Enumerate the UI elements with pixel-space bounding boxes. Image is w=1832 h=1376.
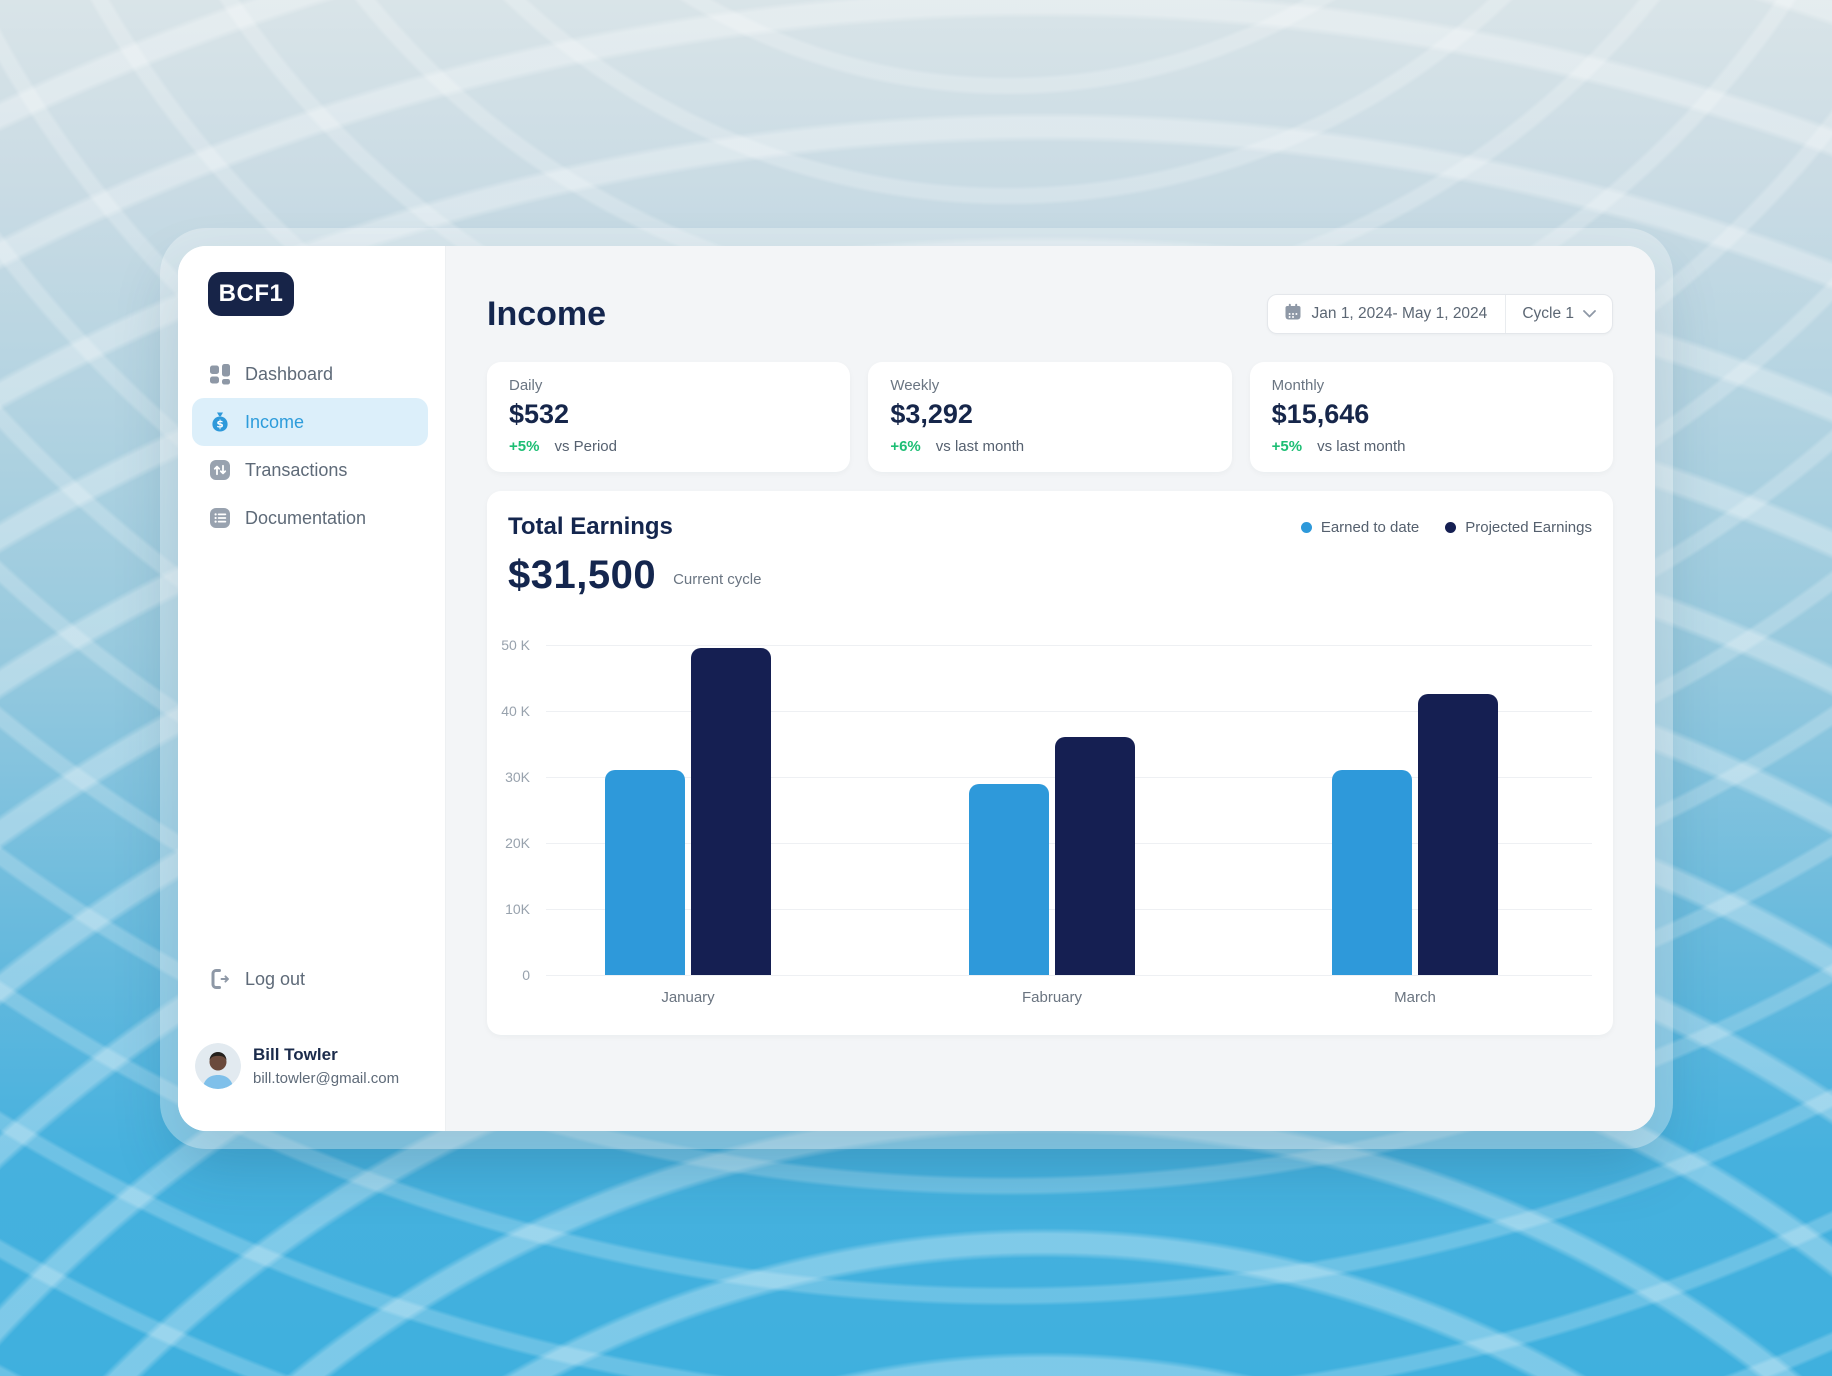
page-title: Income	[487, 294, 607, 333]
sidebar: BCF1 Dashboard	[178, 246, 445, 1131]
bar-january-earned[interactable]	[605, 770, 685, 975]
stat-cards-row: Daily $532 +5% vs Period Weekly $3,292 +…	[487, 362, 1613, 472]
sidebar-nav: Dashboard $ Income	[192, 350, 428, 542]
logout-label: Log out	[245, 968, 306, 989]
y-tick-label: 30K	[505, 769, 530, 785]
chart-header: Total Earnings Earned to date Projected E…	[508, 513, 1592, 541]
cycle-value: Cycle 1	[1522, 305, 1574, 322]
user-profile[interactable]: Bill Towler bill.towler@gmail.com	[195, 1043, 399, 1089]
chevron-down-icon	[1583, 305, 1596, 323]
stat-card-weekly: Weekly $3,292 +6% vs last month	[868, 362, 1232, 472]
stat-delta: +5%	[1271, 438, 1303, 455]
user-meta: Bill Towler bill.towler@gmail.com	[253, 1045, 399, 1087]
bar-march-projected[interactable]	[1418, 694, 1498, 975]
legend-item-projected: Projected Earnings	[1445, 519, 1592, 536]
date-range-value: Jan 1, 2024- May 1, 2024	[1311, 305, 1488, 322]
x-axis-label: Fabruary	[1021, 989, 1083, 1006]
main-content: Income	[445, 246, 1655, 1131]
gridline: 0	[522, 967, 1592, 983]
bar-group-fabruary	[969, 645, 1135, 975]
user-name: Bill Towler	[253, 1045, 338, 1064]
sidebar-item-dashboard[interactable]: Dashboard	[192, 350, 428, 398]
x-axis-label: January	[661, 989, 715, 1006]
stat-delta: +5%	[509, 438, 540, 455]
documentation-list-icon	[208, 506, 232, 530]
sidebar-item-label: Transactions	[245, 459, 348, 480]
chart-title: Total Earnings	[508, 513, 673, 540]
money-bag-icon: $	[208, 410, 232, 434]
chart-legend: Earned to date Projected Earnings	[1300, 519, 1592, 536]
stat-value: $532	[509, 399, 570, 429]
stat-delta-row: +6% vs last month	[890, 438, 1209, 455]
total-earnings-card: Total Earnings Earned to date Projected E…	[487, 491, 1613, 1035]
legend-dot-icon	[1300, 522, 1312, 533]
logout-button[interactable]: Log out	[208, 959, 305, 999]
bar-group-march	[1332, 645, 1498, 975]
stat-value: $3,292	[890, 399, 973, 429]
dashboard-grid-icon	[208, 362, 232, 386]
sidebar-item-documentation[interactable]: Documentation	[192, 494, 428, 542]
stat-delta-row: +5% vs Period	[509, 438, 828, 455]
bar-fabruary-earned[interactable]	[969, 784, 1049, 975]
y-tick-label: 0	[522, 967, 530, 983]
y-tick-label: 50 K	[501, 637, 530, 653]
stat-note: vs Period	[554, 438, 617, 455]
stat-label: Monthly	[1271, 377, 1325, 394]
main-header: Income	[487, 293, 1613, 335]
y-tick-label: 10K	[505, 901, 530, 917]
cycle-select[interactable]: Cycle 1	[1506, 295, 1612, 333]
user-email: bill.towler@gmail.com	[253, 1070, 400, 1087]
svg-text:$: $	[216, 419, 223, 431]
bar-fabruary-projected[interactable]	[1055, 737, 1135, 975]
calendar-icon	[1284, 303, 1302, 326]
sidebar-item-label: Documentation	[245, 507, 367, 528]
sidebar-item-transactions[interactable]: Transactions	[192, 446, 428, 494]
stat-note: vs last month	[935, 438, 1025, 455]
transactions-arrows-icon	[208, 458, 232, 482]
chart-plot: 50 K 40 K 30K 20K 10K 0 January Fabruary March	[501, 637, 1592, 1006]
y-tick-label: 40 K	[501, 703, 530, 719]
gridline: 40 K	[501, 703, 1592, 719]
range-picker: Jan 1, 2024- May 1, 2024 Cycle 1	[1266, 294, 1613, 334]
x-axis-label: March	[1394, 989, 1436, 1006]
chart-total-row: $31,500 Current cycle	[508, 553, 1592, 598]
chart-total-value: $31,500	[508, 553, 657, 597]
chart-total-note: Current cycle	[673, 571, 762, 588]
stat-label: Weekly	[890, 377, 940, 394]
legend-dot-icon	[1445, 522, 1457, 533]
stat-delta: +6%	[890, 438, 921, 455]
y-tick-label: 20K	[505, 835, 530, 851]
brand-logo-text: BCF1	[218, 280, 284, 307]
legend-item-earned: Earned to date	[1300, 519, 1420, 536]
bar-january-projected[interactable]	[691, 648, 771, 975]
sidebar-item-label: Dashboard	[245, 363, 334, 384]
legend-label: Projected Earnings	[1465, 519, 1592, 536]
sidebar-item-label: Income	[245, 411, 305, 432]
stat-delta-row: +5% vs last month	[1272, 438, 1591, 455]
stat-label: Daily	[509, 377, 543, 394]
gridline: 50 K	[501, 637, 1592, 653]
sidebar-item-income[interactable]: $ Income	[192, 398, 428, 446]
legend-label: Earned to date	[1320, 519, 1420, 536]
chart-area: 50 K 40 K 30K 20K 10K 0 January Fabruary March	[501, 637, 1592, 1006]
user-avatar	[195, 1043, 241, 1089]
bar-march-earned[interactable]	[1332, 770, 1412, 975]
stat-card-daily: Daily $532 +5% vs Period	[487, 362, 851, 472]
stat-card-monthly: Monthly $15,646 +5% vs last month	[1249, 362, 1613, 472]
bar-group-january	[605, 645, 771, 975]
stat-note: vs last month	[1317, 438, 1406, 455]
date-range-button[interactable]: Jan 1, 2024- May 1, 2024	[1268, 295, 1507, 333]
app-window: BCF1 Dashboard	[178, 246, 1655, 1131]
brand-logo: BCF1	[208, 272, 294, 316]
stat-value: $15,646	[1271, 399, 1370, 429]
logout-icon	[208, 967, 232, 991]
